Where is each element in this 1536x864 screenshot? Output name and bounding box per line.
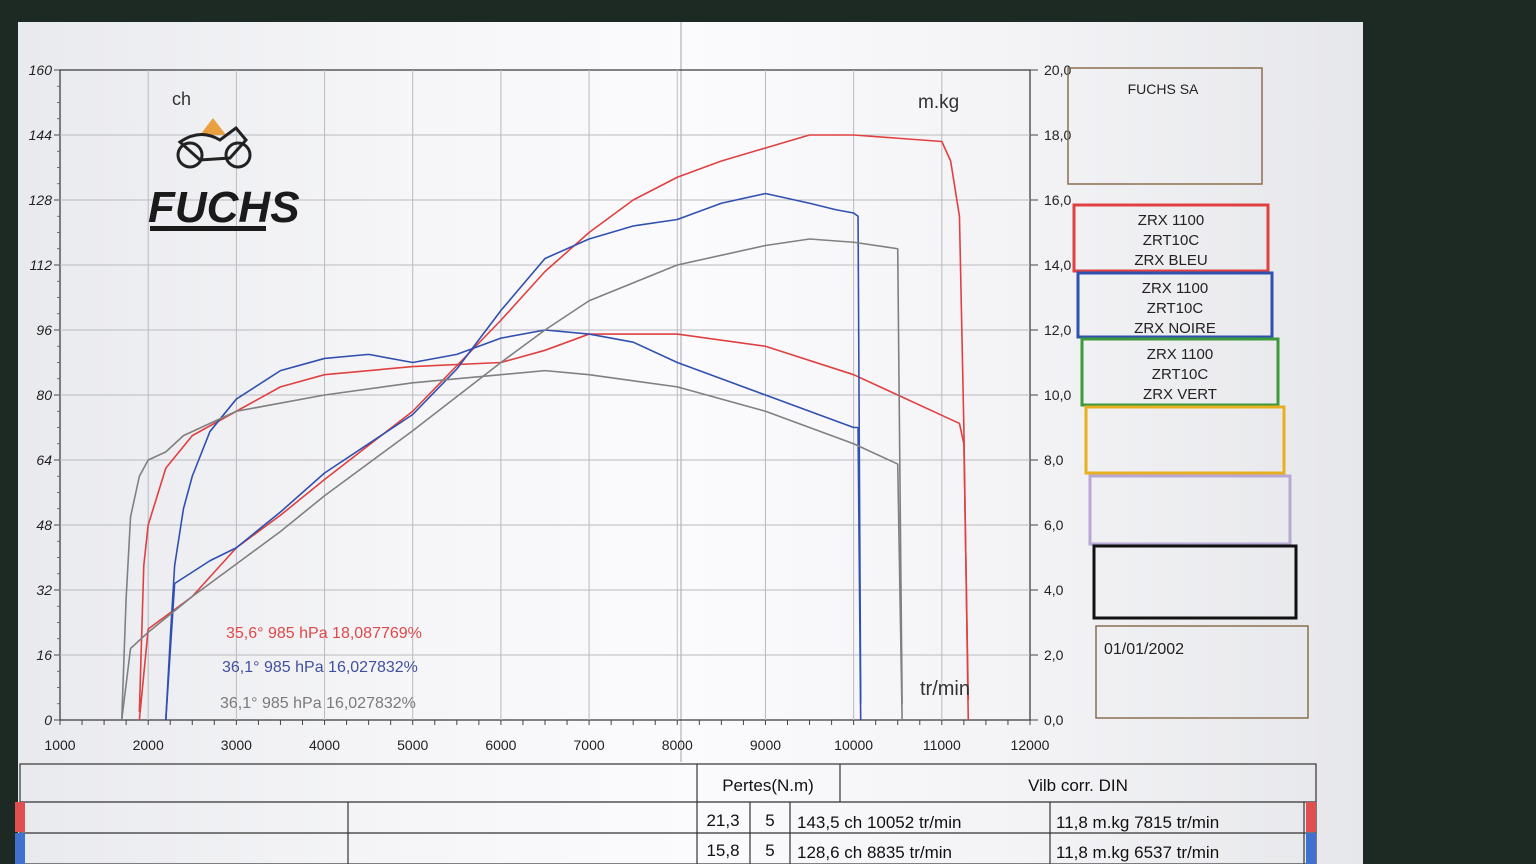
y-left-tick-label: 80 bbox=[36, 387, 52, 403]
right-axis-ticks: 0,0 2,0 4,0 6,0 8,0 10,0 12,0 14,0 16,0 18,0 20,0 bbox=[1030, 62, 1071, 728]
legend-text: ZRX VERT bbox=[1143, 386, 1217, 403]
legend-text: ZRT10C bbox=[1147, 300, 1204, 317]
y-left-tick-label: 0 bbox=[44, 712, 52, 728]
paper-fold bbox=[680, 22, 682, 762]
dyno-curves bbox=[120, 134, 970, 721]
x-tick-label: 7000 bbox=[574, 737, 605, 753]
y-left-tick-label: 16 bbox=[36, 647, 52, 663]
y-left-tick-label: 96 bbox=[36, 322, 52, 338]
legend-text: ZRT10C bbox=[1143, 232, 1200, 249]
legend-box-1 bbox=[1072, 203, 1270, 273]
y-left-tick-label: 144 bbox=[29, 127, 53, 143]
x-tick-label: 6000 bbox=[485, 737, 516, 753]
motorbike-icon bbox=[176, 118, 252, 169]
y-left-tick-label: 32 bbox=[36, 582, 52, 598]
y-right-tick-label: 2,0 bbox=[1044, 647, 1064, 663]
date-text: 01/01/2002 bbox=[1104, 641, 1184, 658]
torque-curve-zrx-bleu bbox=[138, 134, 970, 721]
power-curve-zrx-bleu bbox=[138, 333, 970, 712]
y-right-tick-label: 10,0 bbox=[1044, 387, 1071, 403]
row1-loss: 21,3 bbox=[706, 811, 739, 830]
legend-text: ZRX 1100 bbox=[1147, 346, 1213, 363]
company-box bbox=[1067, 67, 1263, 185]
row-color-red-right bbox=[1306, 802, 1316, 832]
conditions-line-3: 36,1° 985 hPa 16,027832% bbox=[220, 695, 416, 712]
x-axis-unit: tr/min bbox=[920, 678, 970, 700]
x-tick-label: 2000 bbox=[133, 737, 164, 753]
conditions-line-2: 36,1° 985 hPa 16,027832% bbox=[222, 659, 418, 676]
y-right-tick-label: 6,0 bbox=[1044, 517, 1064, 533]
power-curve-zrx-vert bbox=[120, 369, 903, 721]
torque-curve-zrx-vert bbox=[120, 238, 903, 721]
row2-torque: 11,8 m.kg 6537 tr/min bbox=[1056, 843, 1219, 862]
y-right-tick-label: 0,0 bbox=[1044, 712, 1064, 728]
row-color-blue-right bbox=[1306, 833, 1316, 864]
x-tick-label: 10000 bbox=[834, 737, 873, 753]
row1-torque: 11,8 m.kg 7815 tr/min bbox=[1056, 813, 1219, 832]
company-name: FUCHS SA bbox=[1128, 81, 1199, 97]
row1-power: 143,5 ch 10052 tr/min bbox=[797, 813, 961, 832]
left-axis-ticks: 0 16 32 48 64 80 96 112 128 144 160 bbox=[29, 62, 60, 728]
legend-box-3 bbox=[1080, 337, 1280, 407]
x-tick-label: 12000 bbox=[1011, 737, 1050, 753]
date-box bbox=[1095, 625, 1309, 719]
row1-n: 5 bbox=[765, 811, 774, 830]
legend-text: ZRX 1100 bbox=[1142, 280, 1208, 297]
logo-text: FUCHS bbox=[148, 183, 300, 232]
legend-box-4 bbox=[1084, 405, 1286, 475]
x-tick-label: 1000 bbox=[44, 737, 75, 753]
y-right-tick-label: 12,0 bbox=[1044, 322, 1071, 338]
y-right-tick-label: 14,0 bbox=[1044, 257, 1071, 273]
legend-text: ZRT10C bbox=[1152, 366, 1209, 383]
x-tick-label: 11000 bbox=[923, 737, 961, 753]
fuchs-logo: FUCHS bbox=[148, 118, 300, 232]
y-right-tick-label: 16,0 bbox=[1044, 192, 1071, 208]
power-curve-zrx-noire bbox=[165, 329, 862, 721]
row-color-blue bbox=[15, 833, 25, 864]
x-tick-label: 9000 bbox=[750, 737, 781, 753]
x-axis-ticks: 1000 2000 3000 4000 5000 6000 7000 8000 9000 1000… bbox=[44, 720, 1050, 753]
torque-curve-zrx-noire bbox=[165, 192, 862, 721]
x-tick-label: 4000 bbox=[309, 737, 340, 753]
conditions-line-1: 35,6° 985 hPa 18,087769% bbox=[226, 625, 422, 642]
x-tick-label: 5000 bbox=[397, 737, 428, 753]
y-left-tick-label: 48 bbox=[36, 517, 52, 533]
legend-text: ZRX 1100 bbox=[1138, 212, 1204, 229]
legend-box-6 bbox=[1092, 544, 1298, 620]
left-axis-unit: ch bbox=[172, 89, 191, 109]
legend-text: ZRX BLEU bbox=[1134, 252, 1207, 269]
y-right-tick-label: 18,0 bbox=[1044, 127, 1071, 143]
x-tick-label: 3000 bbox=[221, 737, 252, 753]
legend: ZRX 1100 ZRT10C ZRX BLEU ZRX 1100 ZRT10C ZRX … bbox=[1072, 203, 1298, 620]
x-tick-label: 8000 bbox=[662, 737, 693, 753]
right-axis-unit: m.kg bbox=[918, 92, 959, 113]
header-losses: Pertes(N.m) bbox=[722, 776, 814, 795]
row-color-red bbox=[15, 802, 25, 832]
y-left-tick-label: 160 bbox=[29, 62, 53, 78]
y-left-tick-label: 112 bbox=[30, 257, 53, 273]
row2-power: 128,6 ch 8835 tr/min bbox=[797, 843, 952, 862]
chart-grid bbox=[60, 70, 1030, 720]
row2-loss: 15,8 bbox=[706, 841, 739, 860]
y-right-tick-label: 8,0 bbox=[1044, 452, 1064, 468]
y-right-tick-label: 4,0 bbox=[1044, 582, 1064, 598]
legend-box-5 bbox=[1088, 474, 1292, 546]
header-vilb: Vilb corr. DIN bbox=[1028, 776, 1128, 795]
paper-sheet bbox=[18, 22, 1363, 864]
y-right-tick-label: 20,0 bbox=[1044, 62, 1071, 78]
legend-text: ZRX NOIRE bbox=[1134, 320, 1216, 337]
legend-box-2 bbox=[1076, 271, 1274, 339]
results-table: Pertes(N.m) Vilb corr. DIN 21,3 5 143,5 … bbox=[15, 763, 1317, 864]
y-left-tick-label: 128 bbox=[29, 192, 53, 208]
y-left-tick-label: 64 bbox=[36, 452, 52, 468]
row2-n: 5 bbox=[765, 841, 774, 860]
